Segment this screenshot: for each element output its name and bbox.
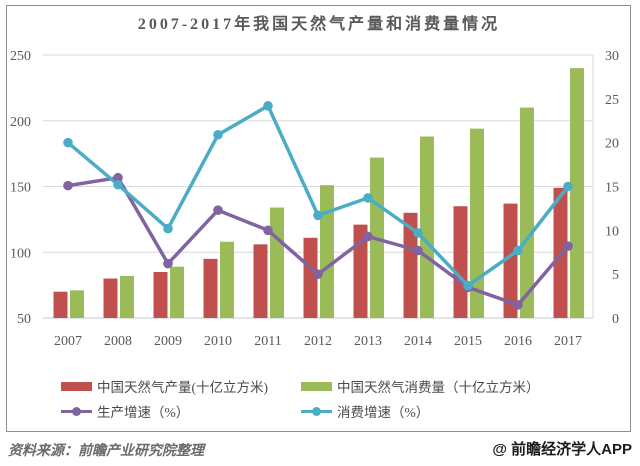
consumption-growth-line [66, 104, 570, 288]
consumption-growth-line-swatch [301, 406, 332, 416]
production-bar [153, 271, 168, 318]
x-axis-year-label: 2014 [404, 334, 432, 349]
production-bar [353, 224, 368, 318]
source-note: 资料来源：前瞻产业研究院整理 [8, 444, 204, 459]
legend-label-consumption-growth: 消费增速（%） [337, 405, 430, 420]
y-axis-right-tick: 15 [605, 181, 619, 196]
y-axis-left-tick: 150 [10, 181, 31, 196]
consumption-bar [70, 290, 84, 318]
production-growth-point [513, 300, 523, 310]
production-growth-point [563, 241, 573, 251]
production-growth-point [363, 231, 373, 242]
x-axis-year-label: 2008 [104, 334, 132, 349]
production-bar [403, 212, 418, 318]
x-axis-year-label: 2016 [504, 334, 532, 349]
consumption-growth-point [63, 137, 73, 148]
consumption-bar-swatch [301, 381, 332, 391]
production-growth-point [113, 172, 123, 183]
x-axis-year-label: 2009 [154, 334, 182, 349]
consumption-growth-point [313, 210, 323, 221]
y-axis-right-tick: 20 [605, 137, 619, 152]
y-axis-left-tick: 200 [10, 115, 31, 130]
production-bar [453, 206, 468, 318]
production-bar [53, 291, 68, 318]
legend-item-production-growth: 生产增速（%） [61, 403, 190, 420]
production-bar-swatch [61, 381, 92, 391]
watermark-text: @ 前瞻经济学人APP [492, 441, 632, 458]
consumption-bar [220, 241, 234, 318]
legend-item-production: 中国天然气产量(十亿立方米) [61, 378, 268, 395]
consumption-bar [470, 128, 484, 318]
chart-title: 2007-2017年我国天然气产量和消费量情况 [137, 16, 501, 33]
production-bar [503, 203, 518, 318]
y-axis-right-tick: 25 [605, 93, 619, 108]
y-axis-left-tick: 250 [10, 49, 31, 64]
consumption-growth-point [213, 129, 223, 140]
consumption-bar [320, 185, 334, 318]
production-growth-line-swatch [61, 406, 92, 416]
consumption-growth-point [363, 193, 373, 203]
x-axis-year-label: 2013 [354, 334, 382, 349]
legend-label-production: 中国天然气产量(十亿立方米) [97, 380, 268, 395]
consumption-growth-point [463, 280, 473, 291]
x-axis-year-label: 2012 [304, 334, 332, 349]
production-growth-point [163, 258, 173, 269]
consumption-bar [570, 68, 584, 319]
production-bar [203, 258, 218, 318]
x-axis-year-label: 2011 [254, 334, 281, 349]
x-axis-year-label: 2007 [54, 334, 82, 349]
consumption-bar [520, 107, 534, 318]
production-growth-point [263, 225, 273, 236]
legend-label-production-growth: 生产增速（%） [97, 405, 190, 420]
production-growth-point [63, 180, 73, 191]
y-axis-right-tick: 30 [605, 49, 619, 64]
production-growth-point [413, 245, 423, 256]
y-axis-left-tick: 100 [10, 246, 31, 261]
production-bar [303, 237, 318, 318]
production-growth-point [313, 269, 323, 279]
legend-item-consumption-growth: 消费增速（%） [301, 403, 430, 420]
y-axis-right-tick: 5 [612, 268, 619, 283]
consumption-bar [420, 136, 434, 318]
x-axis-year-label: 2015 [454, 334, 482, 349]
y-axis-left-tick: 50 [17, 312, 31, 327]
production-growth-line [67, 175, 570, 307]
consumption-growth-point [113, 179, 123, 190]
production-bar [253, 244, 268, 318]
legend-label-consumption: 中国天然气消费量（十亿立方米） [337, 380, 540, 395]
legend-item-consumption: 中国天然气消费量（十亿立方米） [301, 378, 540, 395]
consumption-growth-point [513, 245, 523, 256]
consumption-bar [120, 275, 134, 318]
consumption-bar [170, 266, 184, 318]
x-axis-year-label: 2017 [554, 334, 582, 349]
consumption-bar [270, 207, 284, 318]
y-axis-right-tick: 10 [605, 224, 619, 239]
consumption-growth-point [413, 228, 423, 238]
production-growth-point [213, 205, 223, 215]
y-axis-right-tick: 0 [612, 312, 619, 327]
consumption-growth-point [163, 223, 173, 234]
consumption-growth-point [263, 101, 273, 111]
x-axis-year-label: 2010 [204, 334, 232, 349]
consumption-growth-point [563, 181, 573, 192]
production-bar [103, 278, 118, 318]
